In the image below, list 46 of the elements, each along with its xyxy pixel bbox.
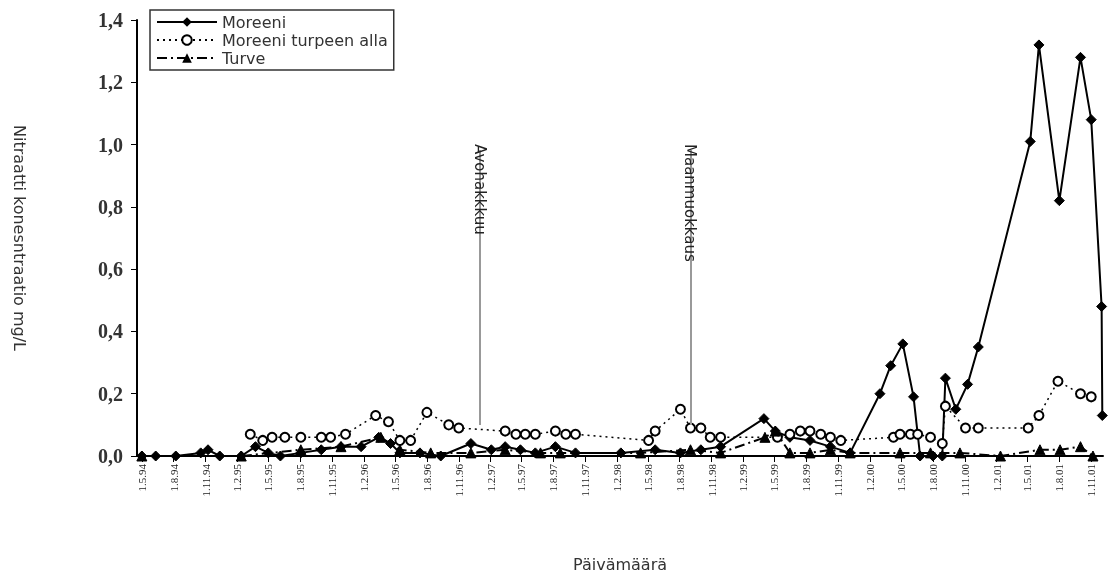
x-tick-label: 1.2.01 bbox=[990, 464, 1003, 492]
x-tick-label: 1.2.95 bbox=[231, 463, 244, 492]
y-axis-title: Nitraatti konesntraatio mg/L bbox=[9, 125, 29, 352]
x-tick-label: 1.2.98 bbox=[611, 463, 624, 492]
x-tick-label: 1.2.97 bbox=[484, 463, 497, 492]
y-tick-label: 0,8 bbox=[98, 195, 123, 218]
x-tick-label: 1.2.96 bbox=[357, 463, 370, 492]
x-tick-label: 1.8.96 bbox=[420, 463, 433, 492]
x-tick-label: 1.8.95 bbox=[294, 463, 307, 492]
y-tick-label: 1,2 bbox=[98, 71, 123, 94]
legend-label: Turve bbox=[221, 48, 266, 68]
x-tick-label: 1.8.97 bbox=[547, 463, 560, 492]
x-tick-label: 1.2.00 bbox=[863, 463, 876, 492]
x-tick-label: 1.5.94 bbox=[135, 463, 148, 492]
y-tick-label: 1,0 bbox=[98, 133, 123, 156]
y-tick-label: 0,6 bbox=[98, 258, 123, 281]
x-tick-label: 1.11.00 bbox=[958, 463, 971, 497]
x-tick-label: 1.11.99 bbox=[832, 463, 845, 497]
x-tick-label: 1.5.98 bbox=[641, 463, 654, 492]
legend-label: Moreeni bbox=[222, 12, 287, 32]
x-tick-label: 1.11.97 bbox=[579, 463, 592, 497]
x-tick-label: 1.5.01 bbox=[1021, 464, 1034, 492]
y-tick-label: 0,4 bbox=[98, 320, 123, 343]
x-tick-label: 1.11.95 bbox=[326, 463, 338, 497]
y-tick-label: 0,0 bbox=[98, 445, 123, 467]
x-axis-title: Päivämäärä bbox=[572, 554, 668, 574]
x-tick-label: 1.5.96 bbox=[389, 463, 402, 492]
x-tick-label: 1.5.97 bbox=[515, 463, 528, 492]
x-tick-label: 1.5.00 bbox=[895, 463, 908, 492]
x-tick-label: 1.11.96 bbox=[452, 463, 465, 497]
x-tick-label: 1.5.95 bbox=[262, 463, 275, 492]
x-tick-label: 1.11.01 bbox=[1085, 464, 1098, 497]
x-tick-label: 1.8.94 bbox=[167, 463, 180, 492]
x-tick-label: 1.2.99 bbox=[737, 463, 750, 492]
ref-line-label: Avohakkkuu bbox=[470, 144, 489, 235]
x-tick-label: 1.8.00 bbox=[926, 463, 939, 492]
y-tick-label: 0,2 bbox=[98, 382, 123, 405]
x-tick-label: 1.8.01 bbox=[1053, 464, 1066, 492]
x-tick-label: 1.11.98 bbox=[705, 463, 718, 497]
x-tick-label: 1.11.94 bbox=[199, 463, 212, 497]
x-tick-label: 1.5.99 bbox=[768, 463, 781, 492]
y-tick-label: 1,4 bbox=[98, 9, 123, 31]
ref-line-label: Maanmuokkaus bbox=[681, 144, 700, 262]
x-tick-label: 1.8.99 bbox=[800, 463, 813, 492]
legend-label: Moreeni turpeen alla bbox=[222, 30, 388, 50]
x-tick-label: 1.8.98 bbox=[673, 463, 686, 492]
